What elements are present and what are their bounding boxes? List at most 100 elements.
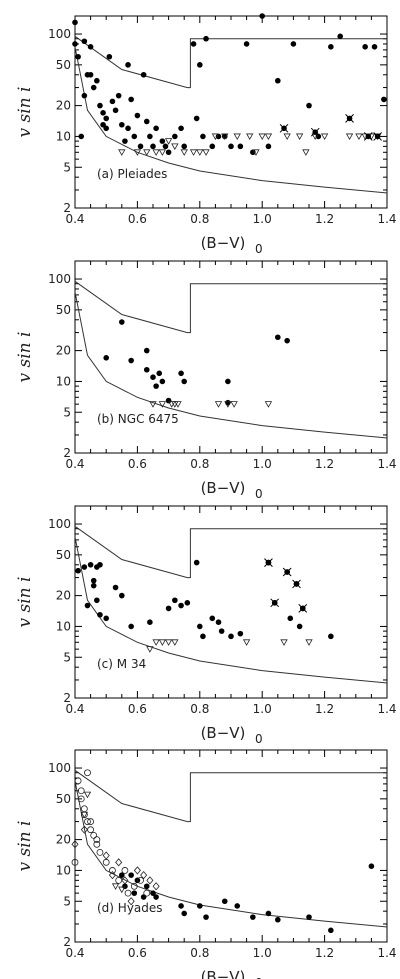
y-tick-label: 100: [48, 272, 71, 286]
data-point-open-circle: [93, 840, 101, 848]
data-point-diamond: [140, 870, 148, 880]
data-point-open-circle: [124, 889, 132, 897]
binary-star-marker-dot: [284, 569, 290, 575]
data-point: [368, 863, 375, 869]
data-point: [119, 872, 125, 878]
data-point: [115, 92, 122, 99]
data-point: [153, 383, 159, 389]
y-tick-label: 5: [63, 650, 71, 664]
y-axis-label: v sin i: [15, 332, 35, 383]
x-axis-label: (B−V): [201, 724, 246, 742]
data-point: [90, 84, 97, 91]
data-point: [181, 143, 187, 150]
x-tick-label: 0.4: [65, 946, 84, 960]
upper-limit-marker: [230, 401, 238, 408]
data-point: [106, 53, 113, 60]
data-point: [109, 98, 116, 105]
data-point: [131, 890, 138, 896]
x-tick-label: 0.6: [128, 702, 147, 716]
panel-2: 0.4 0.6 0.8 1.0 1.2 1.4 2 5 10 20 50 100 (b) NGC 647…: [15, 260, 397, 501]
data-point: [153, 125, 159, 132]
data-point: [128, 872, 134, 878]
y-tick-label: 50: [56, 303, 71, 317]
x-tick-label: 0.4: [65, 212, 84, 226]
data-point: [150, 143, 156, 150]
data-point: [165, 397, 172, 404]
upper-limit-marker: [305, 639, 313, 646]
upper-limit-marker: [189, 149, 198, 156]
data-point-open-circle: [71, 858, 79, 866]
data-point: [337, 33, 344, 40]
data-point: [97, 102, 103, 109]
y-tick-label: 2: [63, 935, 71, 949]
x-axis-label-subscript: 0: [255, 976, 263, 979]
data-point: [193, 559, 200, 566]
data-point-open-circle: [87, 818, 94, 825]
data-point: [75, 53, 81, 60]
upper-limit-marker: [246, 133, 254, 141]
data-point: [228, 143, 234, 150]
upper-limit-marker: [214, 401, 223, 408]
data-point: [103, 355, 109, 361]
upper-limit-marker: [174, 401, 182, 408]
data-point: [140, 894, 147, 900]
binary-star-marker-dot: [281, 125, 287, 132]
data-point: [221, 133, 228, 140]
data-point: [72, 41, 78, 47]
data-point: [221, 898, 228, 905]
data-point: [197, 903, 203, 909]
x-axis-label: (B−V): [201, 968, 246, 979]
data-point: [128, 357, 134, 364]
data-point-open-circle: [87, 826, 94, 834]
data-point: [103, 615, 109, 622]
data-point: [259, 13, 266, 19]
upper-limit-marker: [233, 133, 241, 141]
data-point: [218, 628, 225, 634]
y-tick-label: 50: [56, 58, 71, 72]
upper-limit-marker: [264, 401, 273, 408]
lower-envelope-line: [74, 536, 388, 684]
data-point: [134, 112, 141, 119]
y-tick-label: 100: [48, 517, 71, 531]
upper-limit-marker: [242, 639, 251, 646]
upper-limit-marker: [283, 133, 291, 141]
upper-limit-marker: [355, 133, 363, 141]
upper-limit-marker: [171, 639, 179, 646]
data-point-open-circle: [74, 777, 82, 785]
data-point: [315, 133, 322, 140]
y-tick-label: 100: [48, 761, 71, 775]
y-tick-label: 10: [56, 129, 71, 143]
data-point: [122, 883, 128, 890]
data-point: [119, 319, 125, 325]
x-tick-label: 0.6: [128, 457, 147, 471]
x-tick-label: 1.4: [377, 702, 396, 716]
x-tick-label: 0.4: [65, 702, 84, 716]
data-point: [237, 630, 244, 637]
panel-label: (d) Hyades: [97, 901, 163, 915]
data-point-open-circle: [115, 876, 123, 884]
data-point: [87, 71, 94, 78]
data-point: [81, 92, 88, 99]
data-point: [178, 903, 184, 909]
data-point: [137, 143, 144, 150]
upper-limit-marker: [295, 133, 304, 141]
data-point-diamond: [115, 858, 123, 867]
upper-limit-marker: [158, 401, 167, 408]
upper-limit-marker: [264, 133, 273, 141]
upper-limit-marker: [143, 149, 151, 156]
upper-limit-marker: [180, 149, 188, 156]
data-point: [153, 894, 159, 900]
lower-envelope-line: [74, 291, 388, 439]
data-point-open-circle: [80, 805, 88, 813]
data-point-diamond: [108, 870, 116, 880]
data-point: [122, 138, 128, 144]
x-tick-label: 1.0: [253, 702, 272, 716]
upper-limit-marker: [158, 149, 167, 156]
data-point: [143, 366, 150, 373]
data-point-diamond: [127, 897, 135, 906]
data-point: [197, 62, 203, 68]
data-point: [97, 611, 103, 618]
panel-label: (c) M 34: [97, 657, 146, 671]
data-point: [72, 19, 78, 26]
data-point: [81, 564, 88, 570]
